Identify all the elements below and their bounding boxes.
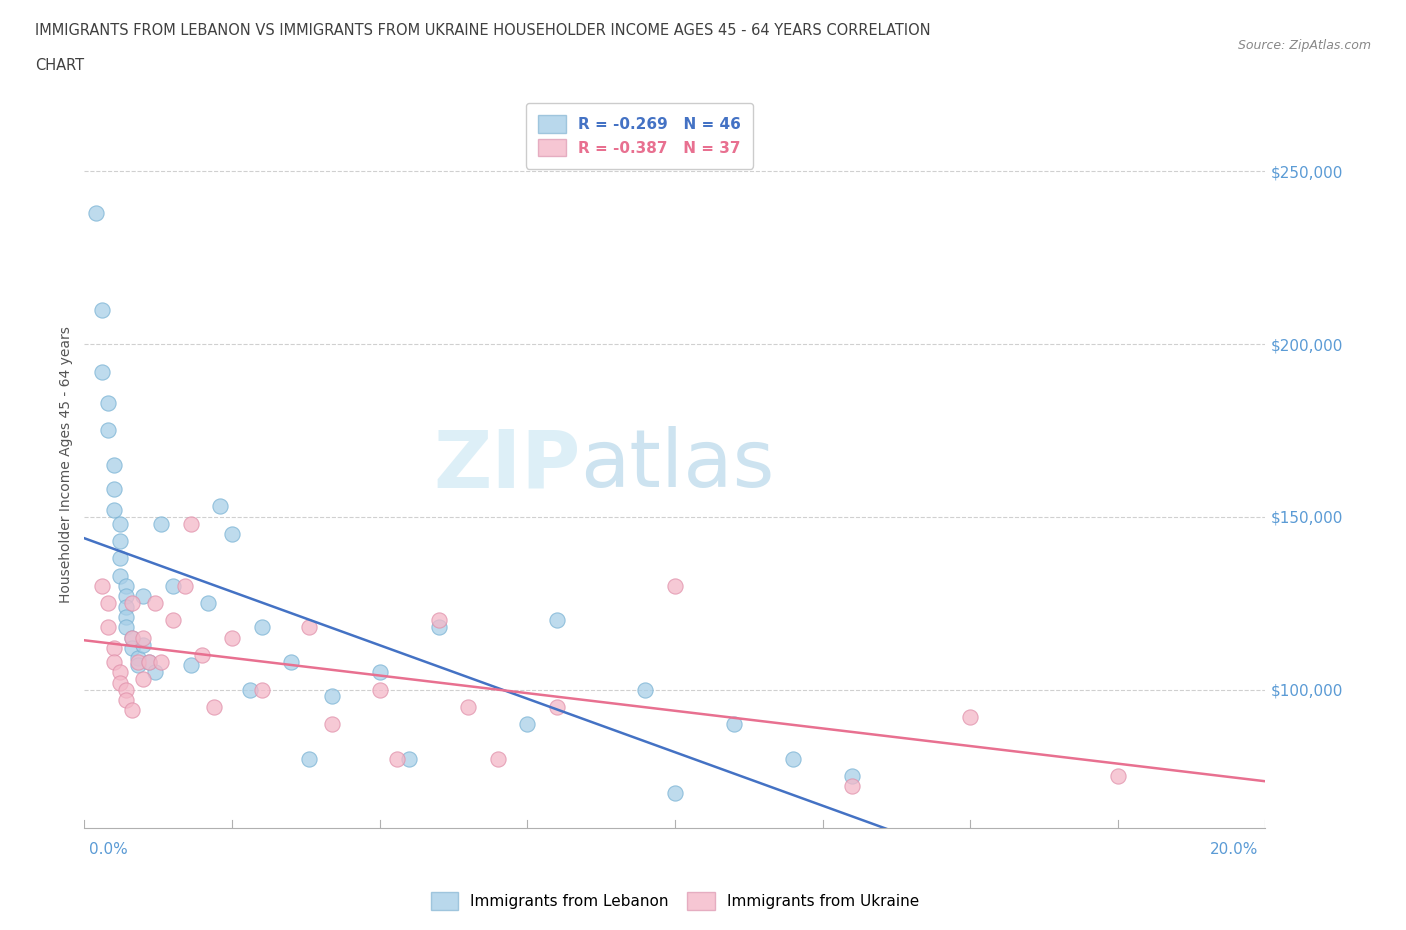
- Point: [108, 675, 131, 690]
- Point: [202, 699, 225, 714]
- Y-axis label: Householder Income Ages 45 - 64 years: Householder Income Ages 45 - 64 years: [59, 326, 73, 604]
- Point: [91, 365, 114, 379]
- Point: [368, 682, 391, 697]
- Point: [97, 423, 120, 438]
- Point: [239, 682, 262, 697]
- Point: [664, 578, 686, 593]
- Point: [108, 534, 131, 549]
- Point: [114, 682, 136, 697]
- Point: [97, 395, 120, 410]
- Point: [108, 568, 131, 583]
- Point: [368, 665, 391, 680]
- Text: IMMIGRANTS FROM LEBANON VS IMMIGRANTS FROM UKRAINE HOUSEHOLDER INCOME AGES 45 - : IMMIGRANTS FROM LEBANON VS IMMIGRANTS FR…: [35, 23, 931, 38]
- Point: [150, 516, 173, 531]
- Point: [103, 482, 125, 497]
- Point: [221, 631, 243, 645]
- Point: [162, 578, 184, 593]
- Point: [114, 609, 136, 624]
- Point: [321, 689, 343, 704]
- Point: [298, 620, 321, 635]
- Point: [180, 516, 202, 531]
- Point: [97, 596, 120, 611]
- Point: [132, 631, 155, 645]
- Point: [173, 578, 195, 593]
- Point: [298, 751, 321, 766]
- Point: [108, 665, 131, 680]
- Point: [143, 596, 166, 611]
- Point: [132, 637, 155, 652]
- Point: [516, 717, 538, 732]
- Point: [841, 778, 863, 793]
- Point: [250, 620, 273, 635]
- Point: [1107, 768, 1129, 783]
- Point: [150, 655, 173, 670]
- Point: [398, 751, 420, 766]
- Point: [221, 526, 243, 541]
- Point: [486, 751, 509, 766]
- Point: [121, 641, 143, 656]
- Point: [103, 458, 125, 472]
- Text: atlas: atlas: [581, 426, 775, 504]
- Point: [103, 502, 125, 517]
- Point: [280, 655, 302, 670]
- Point: [127, 658, 149, 672]
- Text: CHART: CHART: [35, 58, 84, 73]
- Point: [91, 578, 114, 593]
- Point: [127, 651, 149, 666]
- Point: [103, 655, 125, 670]
- Point: [132, 671, 155, 686]
- Point: [321, 717, 343, 732]
- Point: [84, 206, 107, 220]
- Point: [108, 516, 131, 531]
- Point: [457, 699, 479, 714]
- Point: [114, 599, 136, 614]
- Point: [91, 302, 114, 317]
- Point: [114, 578, 136, 593]
- Point: [180, 658, 202, 672]
- Point: [782, 751, 804, 766]
- Point: [121, 631, 143, 645]
- Legend: R = -0.269   N = 46, R = -0.387   N = 37: R = -0.269 N = 46, R = -0.387 N = 37: [526, 102, 754, 168]
- Point: [114, 620, 136, 635]
- Text: Source: ZipAtlas.com: Source: ZipAtlas.com: [1237, 39, 1371, 52]
- Text: 20.0%: 20.0%: [1211, 842, 1258, 857]
- Point: [250, 682, 273, 697]
- Point: [108, 551, 131, 565]
- Point: [114, 693, 136, 708]
- Point: [121, 631, 143, 645]
- Point: [103, 641, 125, 656]
- Legend: Immigrants from Lebanon, Immigrants from Ukraine: Immigrants from Lebanon, Immigrants from…: [423, 884, 927, 918]
- Point: [197, 596, 219, 611]
- Point: [427, 613, 450, 628]
- Point: [132, 589, 155, 604]
- Text: 0.0%: 0.0%: [89, 842, 128, 857]
- Point: [127, 655, 149, 670]
- Point: [121, 596, 143, 611]
- Point: [191, 647, 214, 662]
- Point: [634, 682, 657, 697]
- Point: [959, 710, 981, 724]
- Point: [97, 620, 120, 635]
- Point: [138, 655, 160, 670]
- Text: ZIP: ZIP: [433, 426, 581, 504]
- Point: [841, 768, 863, 783]
- Point: [209, 499, 232, 514]
- Point: [387, 751, 409, 766]
- Point: [723, 717, 745, 732]
- Point: [427, 620, 450, 635]
- Point: [664, 786, 686, 801]
- Point: [121, 703, 143, 718]
- Point: [143, 665, 166, 680]
- Point: [114, 589, 136, 604]
- Point: [546, 613, 568, 628]
- Point: [546, 699, 568, 714]
- Point: [162, 613, 184, 628]
- Point: [138, 655, 160, 670]
